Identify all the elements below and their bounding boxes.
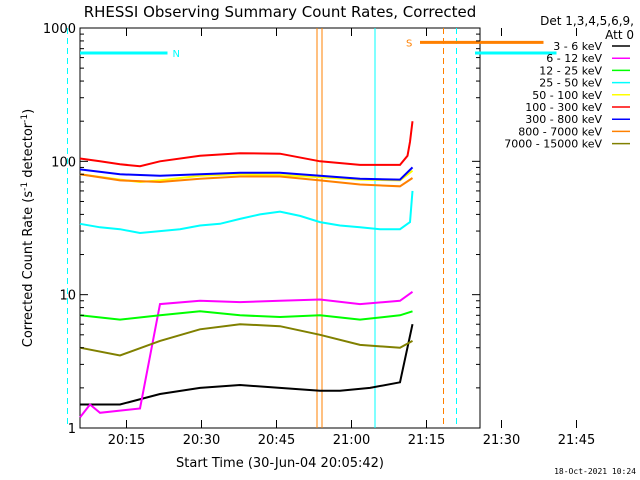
series-line-0 <box>80 323 414 406</box>
y-axis-label-tail: detector <box>21 122 36 182</box>
series-line-8 <box>79 323 413 357</box>
y-axis-label-tail-sup: -1 <box>20 114 30 123</box>
series-line-5 <box>79 121 414 168</box>
x-tick-label-2: 20:45 <box>258 433 295 448</box>
x-axis-label: Start Time (30-Jun-04 20:05:42) <box>176 456 384 471</box>
timestamp-stamp: 18-Oct-2021 10:24 <box>554 467 636 476</box>
legend-header-line-2: Att 0 <box>605 28 634 42</box>
chart-title: RHESSI Observing Summary Count Rates, Co… <box>84 3 477 21</box>
legend-label-6: 300 - 800 keV <box>525 113 602 126</box>
series-line-6 <box>79 166 414 181</box>
x-tick-label-6: 21:45 <box>558 433 595 448</box>
y-tick-label-1: 10 <box>59 289 76 304</box>
x-tick-label-5: 21:30 <box>483 433 520 448</box>
x-tick-label-1: 20:30 <box>183 433 220 448</box>
legend-label-4: 50 - 100 keV <box>532 89 602 102</box>
y-tick-label-0: 1 <box>68 422 76 437</box>
legend-label-8: 7000 - 15000 keV <box>504 138 602 151</box>
legend-header-line-1: Det 1,3,4,5,6,9, <box>540 14 634 28</box>
series-line-3 <box>79 190 414 235</box>
y-axis-label: Corrected Count Rate (s-1 detector-1) <box>20 109 36 347</box>
plot-frame <box>79 27 481 429</box>
series-group <box>79 121 414 419</box>
flag-label-0: N <box>173 49 180 60</box>
legend-label-3: 25 - 50 keV <box>539 77 602 90</box>
y-axis-label-sup: -1 <box>20 182 30 191</box>
series-line-2 <box>79 310 413 321</box>
legend-label-0: 3 - 6 keV <box>553 40 602 53</box>
legend-header: Det 1,3,4,5,6,9, Att 0 <box>484 14 634 42</box>
legend-label-1: 6 - 12 keV <box>546 52 602 65</box>
flag-label-1: S <box>406 38 412 49</box>
y-axis-label-close: ) <box>21 109 36 114</box>
x-tick-label-0: 20:15 <box>108 433 145 448</box>
axes: 20:15 20:30 20:45 21:00 21:15 21:30 21:45 1 10 10… <box>43 22 595 448</box>
y-tick-label-3: 1000 <box>43 22 76 37</box>
y-tick-label-2: 100 <box>51 155 76 170</box>
x-tick-label-3: 21:00 <box>333 433 370 448</box>
series-line-7 <box>79 173 414 188</box>
marker-lines <box>67 28 457 428</box>
legend-label-2: 12 - 25 keV <box>539 64 602 77</box>
legend-label-5: 100 - 300 keV <box>525 101 602 114</box>
x-tick-label-4: 21:15 <box>408 433 445 448</box>
y-axis-label-main: Corrected Count Rate (s <box>21 191 36 348</box>
legend-label-7: 800 - 7000 keV <box>518 125 602 138</box>
series-line-1 <box>79 290 414 419</box>
flag-bars: NS <box>80 38 557 60</box>
